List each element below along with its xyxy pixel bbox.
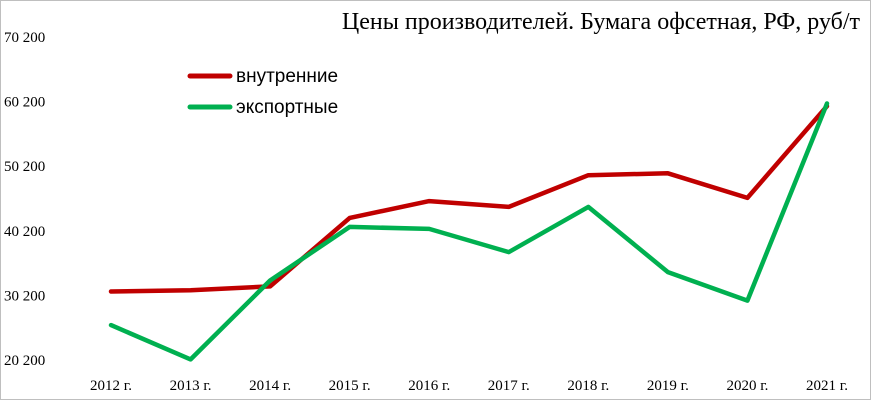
series-lines: [108, 101, 830, 362]
y-tick-label: 60 200: [4, 95, 45, 111]
x-tick-label: 2018 г.: [567, 378, 609, 394]
legend-label: экспортные: [236, 97, 338, 118]
x-tick-label: 2019 г.: [647, 378, 689, 394]
y-tick-label: 30 200: [4, 288, 45, 304]
x-tick-label: 2021 г.: [806, 378, 848, 394]
x-tick-label: 2014 г.: [249, 378, 291, 394]
y-tick-label: 70 200: [4, 30, 45, 46]
x-tick-label: 2015 г.: [329, 378, 371, 394]
x-tick-label: 2012 г.: [90, 378, 132, 394]
x-tick-label: 2017 г.: [488, 378, 530, 394]
x-tick-label: 2016 г.: [408, 378, 450, 394]
y-tick-label: 40 200: [4, 224, 45, 240]
y-tick-label: 50 200: [4, 159, 45, 175]
y-tick-label: 20 200: [4, 353, 45, 369]
legend-label: внутренние: [236, 66, 338, 87]
series-line-0: [108, 103, 830, 294]
y-axis-ticks: 20 200 30 200 40 200 50 200 60 200 70 200: [4, 30, 45, 369]
x-tick-label: 2013 г.: [170, 378, 212, 394]
legend: внутренние экспортные: [187, 66, 338, 118]
series-line-1: [108, 101, 830, 362]
x-tick-label: 2020 г.: [726, 378, 768, 394]
x-axis-ticks: 2012 г. 2013 г. 2014 г. 2015 г. 2016 г. 2017 …: [90, 378, 848, 394]
chart-title: Цены производителей. Бумага офсетная, РФ…: [342, 9, 861, 35]
